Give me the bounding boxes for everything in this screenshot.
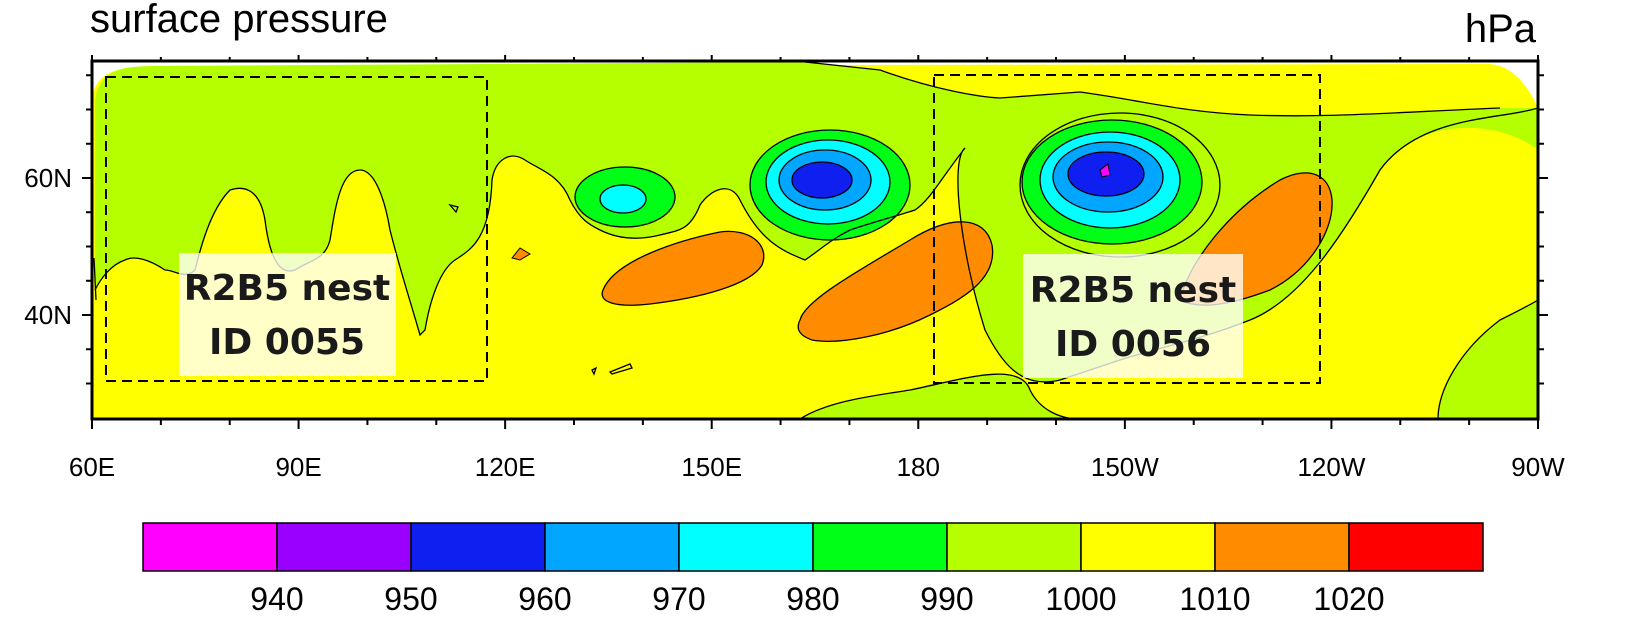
band-990-1000-south-east — [1438, 300, 1538, 419]
nest-label-0056-bg — [1023, 254, 1243, 378]
y-tick-labels: 40N 60N — [24, 163, 72, 330]
colorbar-swatch — [812, 522, 948, 572]
nest-label-0055-bg — [179, 253, 396, 376]
colorbar-swatch — [1348, 522, 1484, 572]
low-b-950 — [791, 161, 853, 199]
colorbar-level-label: 950 — [384, 581, 437, 617]
colorbar-level-label: 1010 — [1179, 581, 1250, 617]
plot-frame — [90, 59, 1540, 421]
colorbar-swatch — [410, 522, 546, 572]
units-label: hPa — [1465, 7, 1537, 51]
colorbar-swatch — [1214, 522, 1350, 572]
y-tick-label: 40N — [24, 300, 72, 330]
y-tick-label: 60N — [24, 163, 72, 193]
band-990-1000-south-central — [800, 374, 1080, 419]
colorbar-swatch — [544, 522, 680, 572]
nest-label-0055: R2B5 nest ID 0055 — [179, 253, 396, 376]
x-tick-label: 60E — [69, 452, 115, 482]
axis-ticks — [82, 55, 1548, 429]
nest-box-0056 — [933, 74, 1321, 384]
colorbar-labels: 940 950 960 970 980 990 1000 1010 1020 — [250, 581, 1384, 617]
colorbar-swatch — [946, 522, 1082, 572]
isobar-spot-b — [591, 363, 633, 376]
isobar-1000-west-edge — [93, 257, 97, 301]
colorbar-level-label: 1000 — [1045, 581, 1116, 617]
chart-title: surface pressure — [90, 0, 388, 41]
high-1010-spot — [511, 247, 531, 261]
colorbar-level-label: 1020 — [1313, 581, 1384, 617]
colorbar-swatch — [276, 522, 412, 572]
low-a-970 — [599, 184, 647, 214]
nest-label-0055-line2: ID 0055 — [209, 322, 365, 363]
isobar-1000-south — [799, 373, 1081, 419]
nest-box-0055 — [105, 76, 488, 382]
high-1010-a — [601, 230, 765, 306]
isobar-spot-a — [448, 203, 459, 214]
nest-label-0056-line2: ID 0056 — [1055, 324, 1211, 365]
colorbar — [142, 522, 1484, 572]
colorbar-swatch — [142, 522, 278, 572]
isobar-1000-southeast — [1437, 299, 1538, 419]
colorbar-level-label: 960 — [518, 581, 571, 617]
nest-label-0055-line1: R2B5 nest — [184, 268, 390, 309]
high-1010-b — [797, 221, 994, 342]
colorbar-swatch — [678, 522, 814, 572]
nest-label-0056: R2B5 nest ID 0056 — [1023, 254, 1243, 378]
colorbar-level-label: 980 — [786, 581, 839, 617]
low-c-940 — [1099, 163, 1111, 178]
x-tick-label: 150W — [1091, 452, 1159, 482]
colorbar-swatch — [1080, 522, 1216, 572]
x-tick-label: 90E — [275, 452, 321, 482]
colorbar-level-label: 970 — [652, 581, 705, 617]
colorbar-level-label: 940 — [250, 581, 303, 617]
nest-label-0056-line1: R2B5 nest — [1030, 270, 1236, 311]
isobar-1000-north — [804, 61, 1501, 117]
colorbar-level-label: 990 — [920, 581, 973, 617]
x-tick-labels: 60E 90E 120E 150E 180 150W 120W 90W — [69, 452, 1565, 482]
x-tick-label: 150E — [681, 452, 742, 482]
x-tick-label: 180 — [897, 452, 940, 482]
x-tick-label: 120W — [1297, 452, 1365, 482]
x-tick-label: 90W — [1511, 452, 1565, 482]
x-tick-label: 120E — [475, 452, 536, 482]
